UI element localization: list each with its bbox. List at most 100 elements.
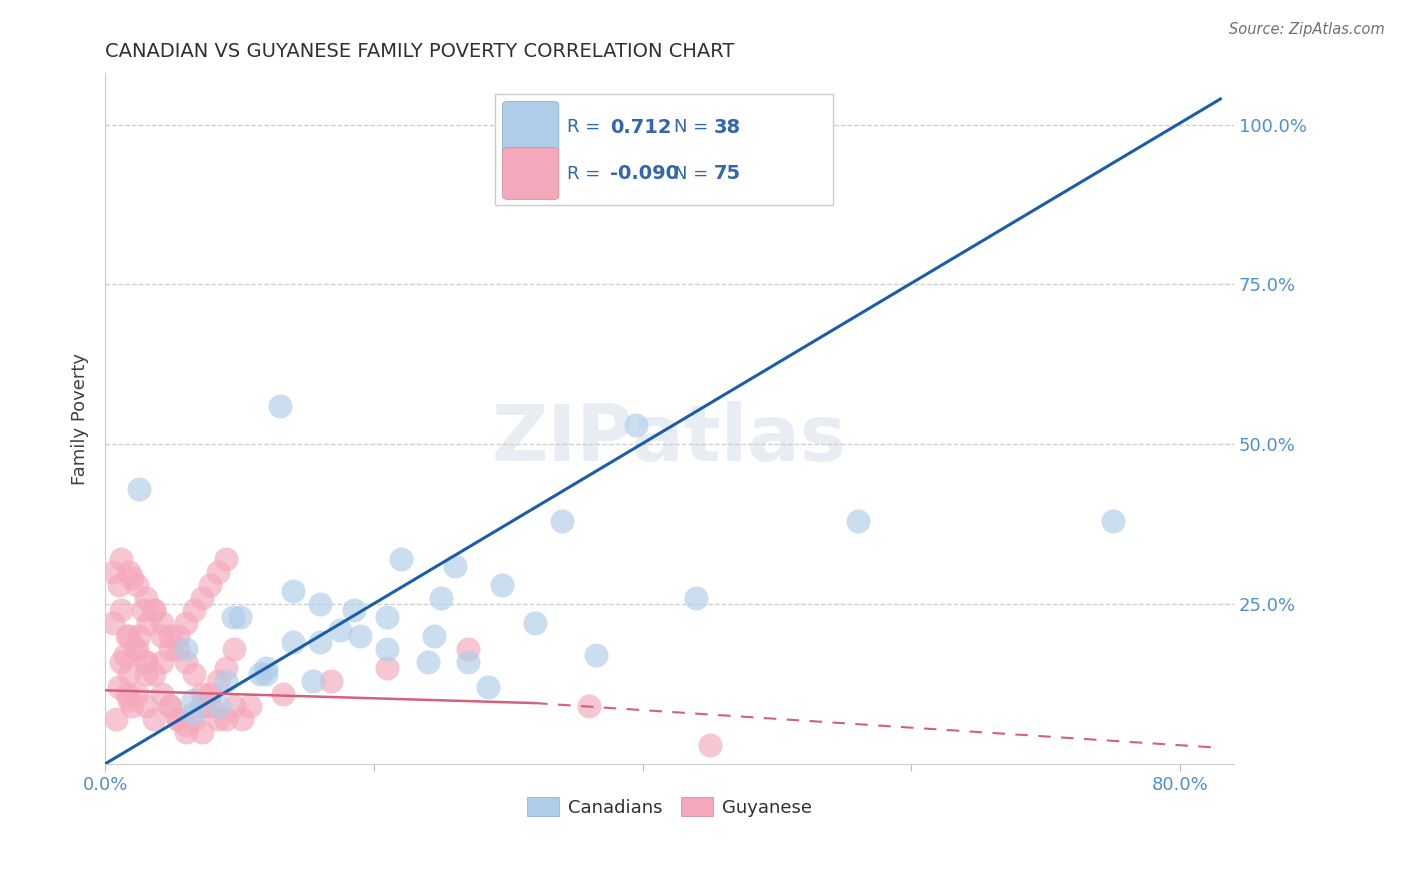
Point [329, 623, 352, 637]
Point [224, 641, 246, 656]
Point [118, 667, 141, 681]
Point [121, 699, 143, 714]
Point [121, 571, 143, 585]
Text: CANADIAN VS GUYANESE FAMILY POVERTY CORRELATION CHART: CANADIAN VS GUYANESE FAMILY POVERTY CORR… [105, 42, 734, 61]
Point [104, 712, 127, 726]
Point [159, 699, 181, 714]
Point [585, 648, 607, 662]
Point [127, 578, 149, 592]
Point [207, 673, 229, 688]
Point [159, 641, 181, 656]
Text: 38: 38 [713, 118, 741, 136]
Point [349, 629, 371, 643]
Point [127, 641, 149, 656]
Point [215, 673, 238, 688]
Point [183, 603, 205, 617]
Point [377, 641, 399, 656]
Point [423, 629, 446, 643]
Point [150, 686, 173, 700]
Point [269, 399, 291, 413]
Point [578, 699, 600, 714]
Point [127, 686, 149, 700]
FancyBboxPatch shape [502, 148, 560, 200]
Point [107, 578, 129, 592]
Point [191, 686, 214, 700]
Point [215, 552, 238, 566]
Point [166, 629, 188, 643]
Point [142, 712, 165, 726]
Legend: Canadians, Guyanese: Canadians, Guyanese [519, 790, 820, 824]
Point [1102, 514, 1125, 528]
Point [174, 724, 197, 739]
Point [134, 699, 156, 714]
Point [457, 641, 479, 656]
Point [457, 655, 479, 669]
Point [377, 609, 399, 624]
Point [174, 616, 197, 631]
Point [198, 686, 221, 700]
Point [249, 667, 271, 681]
Point [159, 699, 181, 714]
Point [150, 655, 173, 669]
Point [302, 673, 325, 688]
Point [551, 514, 574, 528]
Text: R =: R = [567, 164, 606, 183]
Y-axis label: Family Poverty: Family Poverty [72, 352, 89, 484]
Point [283, 635, 305, 649]
Text: N =: N = [673, 164, 714, 183]
Point [283, 584, 305, 599]
Point [254, 661, 277, 675]
Point [224, 699, 246, 714]
Point [118, 565, 141, 579]
Point [174, 718, 197, 732]
Point [191, 699, 214, 714]
Point [239, 699, 262, 714]
Point [491, 578, 513, 592]
Point [159, 629, 181, 643]
Point [128, 482, 150, 496]
Point [215, 661, 238, 675]
Point [309, 597, 332, 611]
Point [134, 655, 156, 669]
Point [181, 693, 204, 707]
Point [524, 616, 547, 631]
Point [377, 661, 399, 675]
Point [103, 616, 125, 631]
Point [136, 616, 159, 631]
Point [183, 712, 205, 726]
Point [110, 655, 132, 669]
Point [142, 603, 165, 617]
Point [181, 706, 204, 720]
Point [118, 629, 141, 643]
Point [231, 712, 253, 726]
Point [110, 552, 132, 566]
Point [166, 641, 188, 656]
Point [228, 609, 250, 624]
Point [208, 699, 231, 714]
Point [685, 591, 707, 605]
FancyBboxPatch shape [502, 102, 560, 153]
Point [128, 629, 150, 643]
Point [142, 667, 165, 681]
Point [115, 686, 138, 700]
Point [271, 686, 294, 700]
Point [319, 673, 342, 688]
Point [107, 680, 129, 694]
Point [207, 712, 229, 726]
Text: N =: N = [673, 119, 714, 136]
Point [132, 603, 155, 617]
Point [846, 514, 869, 528]
Text: -0.090: -0.090 [610, 164, 679, 183]
Point [309, 635, 332, 649]
Point [443, 558, 465, 573]
Point [477, 680, 499, 694]
Point [174, 655, 197, 669]
Point [389, 552, 412, 566]
Text: 75: 75 [713, 164, 741, 183]
Point [207, 565, 229, 579]
Point [222, 609, 245, 624]
FancyBboxPatch shape [495, 95, 834, 204]
Point [115, 629, 138, 643]
Point [166, 712, 188, 726]
Point [198, 699, 221, 714]
